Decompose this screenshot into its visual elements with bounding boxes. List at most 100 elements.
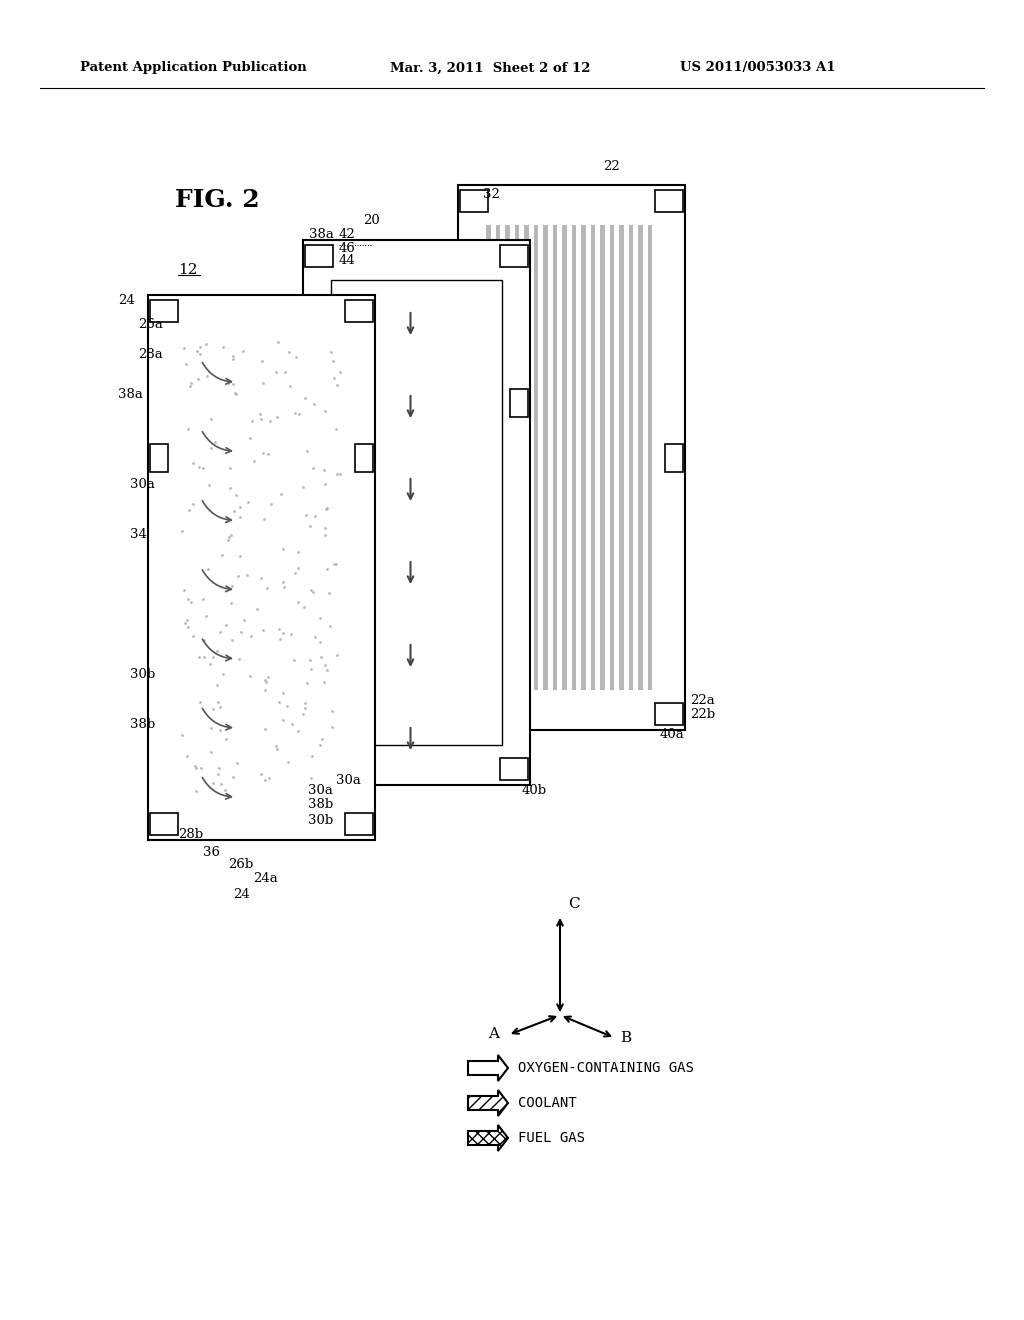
Point bbox=[319, 498, 336, 519]
Point bbox=[326, 553, 342, 574]
Point bbox=[274, 682, 291, 704]
Polygon shape bbox=[655, 704, 683, 725]
Polygon shape bbox=[460, 704, 488, 725]
Point bbox=[274, 539, 291, 560]
Point bbox=[255, 442, 271, 463]
Point bbox=[220, 715, 237, 737]
Point bbox=[195, 458, 211, 479]
Point bbox=[268, 735, 285, 756]
Point bbox=[314, 729, 331, 750]
Point bbox=[275, 572, 292, 593]
Point bbox=[295, 704, 311, 725]
Point bbox=[187, 780, 204, 801]
Point bbox=[207, 432, 223, 453]
Point bbox=[223, 593, 240, 614]
Point bbox=[330, 374, 346, 395]
Polygon shape bbox=[305, 388, 323, 417]
Point bbox=[304, 582, 321, 603]
Point bbox=[298, 673, 314, 694]
Point bbox=[225, 346, 242, 367]
Point bbox=[252, 404, 268, 425]
Point bbox=[180, 589, 197, 610]
Polygon shape bbox=[486, 224, 490, 690]
Polygon shape bbox=[553, 224, 557, 690]
Point bbox=[275, 577, 292, 598]
Point bbox=[199, 366, 215, 387]
Point bbox=[303, 579, 319, 601]
Point bbox=[230, 565, 247, 586]
Point bbox=[223, 576, 240, 597]
Text: FUEL GAS: FUEL GAS bbox=[518, 1131, 585, 1144]
Point bbox=[246, 450, 262, 471]
Point bbox=[280, 752, 296, 774]
Polygon shape bbox=[150, 813, 178, 836]
Point bbox=[176, 579, 193, 601]
Text: 20: 20 bbox=[362, 214, 380, 227]
Point bbox=[290, 557, 306, 578]
Point bbox=[190, 368, 207, 389]
Point bbox=[322, 583, 338, 605]
Point bbox=[184, 492, 201, 513]
Text: A: A bbox=[488, 1027, 499, 1041]
Point bbox=[262, 411, 279, 432]
Polygon shape bbox=[460, 190, 488, 213]
Point bbox=[295, 477, 311, 498]
Point bbox=[203, 437, 219, 458]
Point bbox=[325, 350, 341, 371]
Point bbox=[198, 606, 214, 627]
Point bbox=[243, 626, 259, 647]
Polygon shape bbox=[150, 444, 168, 471]
Text: 30a: 30a bbox=[130, 479, 155, 491]
Text: 38a: 38a bbox=[309, 228, 334, 242]
Point bbox=[205, 698, 221, 719]
Text: 22: 22 bbox=[603, 161, 620, 173]
Polygon shape bbox=[496, 224, 501, 690]
Point bbox=[271, 628, 288, 649]
Point bbox=[203, 408, 219, 429]
Point bbox=[303, 659, 319, 680]
Point bbox=[203, 718, 219, 739]
Point bbox=[178, 352, 195, 374]
Text: 28a: 28a bbox=[138, 348, 163, 362]
Polygon shape bbox=[500, 246, 528, 267]
Point bbox=[225, 348, 242, 370]
Text: 38b: 38b bbox=[130, 718, 156, 731]
Point bbox=[193, 758, 209, 779]
Polygon shape bbox=[665, 444, 683, 471]
Point bbox=[249, 598, 265, 619]
Point bbox=[187, 758, 204, 779]
Point bbox=[261, 768, 278, 789]
Polygon shape bbox=[647, 224, 652, 690]
Point bbox=[211, 758, 227, 779]
Text: 30b: 30b bbox=[308, 813, 333, 826]
Point bbox=[297, 693, 313, 714]
Point bbox=[302, 649, 318, 671]
Point bbox=[198, 334, 214, 355]
Point bbox=[183, 591, 200, 612]
Point bbox=[282, 375, 298, 396]
Point bbox=[193, 337, 209, 358]
Point bbox=[255, 619, 271, 640]
Point bbox=[179, 418, 196, 440]
Text: 42: 42 bbox=[339, 228, 355, 242]
Point bbox=[253, 763, 269, 784]
Point bbox=[257, 680, 273, 701]
Polygon shape bbox=[618, 224, 624, 690]
Point bbox=[203, 742, 219, 763]
Point bbox=[324, 717, 340, 738]
Point bbox=[231, 496, 248, 517]
Point bbox=[299, 441, 315, 462]
Polygon shape bbox=[150, 300, 178, 322]
Point bbox=[244, 411, 260, 432]
Point bbox=[213, 774, 229, 795]
Point bbox=[273, 483, 290, 504]
Text: Patent Application Publication: Patent Application Publication bbox=[80, 62, 307, 74]
Text: 24a: 24a bbox=[253, 871, 278, 884]
Point bbox=[212, 697, 228, 718]
Text: FIG. 2: FIG. 2 bbox=[175, 187, 260, 213]
Point bbox=[175, 338, 191, 359]
Point bbox=[258, 671, 274, 692]
Point bbox=[197, 630, 213, 651]
Point bbox=[240, 491, 256, 512]
Point bbox=[221, 527, 238, 548]
